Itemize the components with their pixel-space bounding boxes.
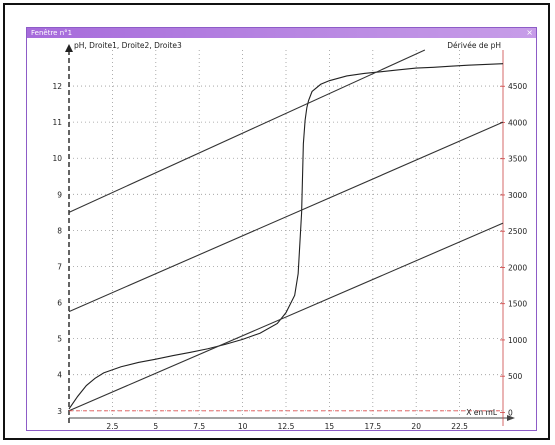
x-tick-label: 22.5 [451, 422, 468, 431]
y-tick-label: 12 [52, 82, 62, 91]
y-tick-label: 4 [57, 371, 62, 380]
y2-tick-label: 2500 [508, 227, 527, 236]
y-tick-label: 3 [57, 407, 62, 416]
y2-tick-label: 1500 [508, 300, 527, 309]
x-tick-label: 10 [238, 422, 248, 431]
y-tick-label: 6 [57, 299, 62, 308]
series [68, 49, 504, 412]
y2-tick-label: 4500 [508, 82, 527, 91]
y2-tick-label: 500 [508, 372, 523, 381]
y-tick-label: 7 [57, 262, 62, 271]
series-line-droite2 [68, 121, 504, 313]
chart-area[interactable]: 2.5 5 7.5 10 12.5 15 17.5 20 22.5 3 4 5 6 7 8 9 10 11 12 0 5… [27, 38, 537, 431]
y2-tick-label: 3500 [508, 155, 527, 164]
x-tick-label: 20 [411, 422, 421, 431]
close-icon[interactable]: × [526, 28, 533, 37]
tick-labels: 2.5 5 7.5 10 12.5 15 17.5 20 22.5 3 4 5 6 7 8 9 10 11 12 0 5… [52, 82, 527, 431]
plot-window[interactable]: Fenêtre n°1 × 2.5 5 7.5 10 12.5 15 17.5 20 22.5 3… [26, 27, 537, 431]
x-tick-label: 15 [325, 422, 335, 431]
y2-tick-label: 0 [508, 408, 513, 417]
series-line-ph [68, 63, 504, 410]
y-tick-label: 8 [57, 226, 62, 235]
y-axis-arrow-icon [65, 44, 73, 52]
window-title: Fenêtre n°1 [31, 29, 73, 37]
series-line-droite3 [68, 222, 504, 412]
left-axis-label: pH, Droite1, Droite2, Droite3 [74, 41, 182, 50]
y-tick-label: 5 [57, 335, 62, 344]
y2-tick-label: 2000 [508, 263, 527, 272]
x-axis-arrow-icon [507, 415, 515, 421]
x-tick-label: 7.5 [193, 422, 205, 431]
x-tick-label: 17.5 [364, 422, 381, 431]
x-tick-label: 5 [153, 422, 158, 431]
x-tick-label: 2.5 [106, 422, 118, 431]
y-tick-label: 11 [52, 118, 62, 127]
y-tick-label: 10 [52, 154, 62, 163]
grid [69, 50, 503, 418]
y-tick-label: 9 [57, 190, 62, 199]
axes [65, 44, 515, 426]
window-title-bar[interactable]: Fenêtre n°1 × [27, 28, 536, 38]
y2-tick-label: 3000 [508, 191, 527, 200]
y2-tick-label: 4000 [508, 118, 527, 127]
series-line-droite1 [68, 49, 426, 213]
right-axis-label: Dérivée de pH [447, 41, 501, 50]
plot-background [27, 38, 536, 430]
y2-tick-label: 1000 [508, 336, 527, 345]
x-axis-label: X en mL [466, 408, 498, 417]
x-tick-label: 12.5 [278, 422, 295, 431]
